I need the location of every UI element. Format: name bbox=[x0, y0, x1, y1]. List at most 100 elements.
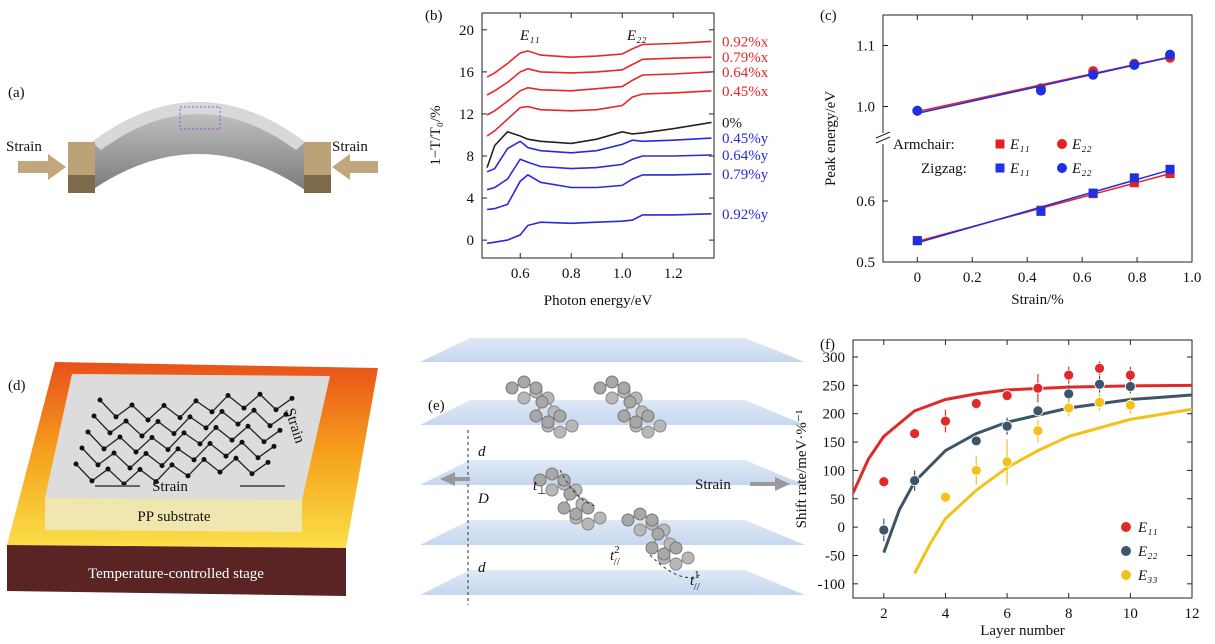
panel-label: (a) bbox=[8, 85, 25, 101]
atom bbox=[654, 420, 666, 432]
atom bbox=[554, 426, 566, 438]
legend-label: E₂₂ bbox=[1071, 137, 1092, 153]
x-tick-label: 0.2 bbox=[963, 270, 982, 286]
figure: (a) Strain Strain (d) Strain Strain PP s… bbox=[0, 0, 1215, 644]
panel-label: (e) bbox=[428, 398, 445, 414]
spectrum-line bbox=[487, 155, 711, 190]
atom bbox=[124, 419, 129, 424]
atom bbox=[652, 528, 664, 540]
strain-label: Strain bbox=[332, 139, 368, 155]
y-axis-label: Shift rate/meV·%⁻¹ bbox=[794, 410, 810, 529]
y-tick-label: 250 bbox=[823, 378, 846, 394]
point bbox=[1064, 389, 1074, 399]
x-tick-label: 0.6 bbox=[1073, 270, 1092, 286]
y-tick-label: 300 bbox=[823, 350, 846, 366]
atom bbox=[564, 488, 576, 500]
atom bbox=[210, 409, 215, 414]
point bbox=[910, 476, 920, 486]
x-tick-label: 1.0 bbox=[613, 266, 632, 282]
point bbox=[940, 416, 950, 426]
spacing-label: D bbox=[477, 491, 489, 507]
layer-plane bbox=[420, 520, 805, 545]
spacing-label: d bbox=[478, 444, 486, 460]
y-tick-label: 50 bbox=[830, 492, 845, 508]
atom bbox=[566, 420, 578, 432]
peak-annotation: E₂₂ bbox=[626, 28, 647, 44]
spectrum-line bbox=[487, 91, 711, 136]
atom bbox=[138, 467, 143, 472]
point bbox=[1089, 189, 1098, 198]
legend-marker bbox=[1057, 163, 1067, 173]
y-tick-label: 150 bbox=[823, 435, 846, 451]
strain-arrow bbox=[332, 154, 378, 180]
series-label: 0.79%y bbox=[722, 167, 769, 183]
atom bbox=[554, 410, 566, 422]
point bbox=[1165, 50, 1175, 60]
point bbox=[1064, 370, 1074, 380]
legend-label: E₁₁ bbox=[1137, 520, 1158, 536]
legend-label: E₃₃ bbox=[1137, 568, 1158, 584]
strain-label: Strain bbox=[152, 479, 188, 495]
atom bbox=[220, 409, 225, 414]
atom bbox=[218, 470, 223, 475]
layer-plane bbox=[420, 460, 805, 485]
x-tick-label: 1.0 bbox=[1183, 270, 1202, 286]
atom bbox=[582, 518, 594, 530]
peak-annotation: E₁₁ bbox=[519, 28, 540, 44]
x-tick-label: 8 bbox=[1065, 606, 1073, 622]
atom bbox=[250, 471, 255, 476]
atom bbox=[530, 410, 542, 422]
atom bbox=[192, 457, 197, 462]
subscript: ⊥ bbox=[537, 485, 547, 497]
atom bbox=[160, 463, 165, 468]
panel-a: (a) Strain Strain bbox=[6, 85, 378, 193]
atom bbox=[266, 460, 271, 465]
atom bbox=[114, 414, 119, 419]
strain-label: Strain bbox=[6, 139, 42, 155]
series-label: 0.45%y bbox=[722, 131, 769, 147]
atom bbox=[642, 410, 654, 422]
panel-e: (e) d D d Strain t⊥t2//t1// bbox=[420, 338, 805, 605]
x-tick-label: 0.8 bbox=[562, 266, 581, 282]
panel-label: (b) bbox=[425, 8, 443, 24]
atom bbox=[166, 447, 171, 452]
atom bbox=[278, 428, 283, 433]
x-tick-label: 12 bbox=[1185, 606, 1200, 622]
atom bbox=[170, 462, 175, 467]
atom bbox=[74, 462, 79, 467]
point bbox=[940, 492, 950, 502]
atom bbox=[92, 414, 97, 419]
atom bbox=[606, 376, 618, 388]
atom bbox=[102, 446, 107, 451]
y-tick-label: -50 bbox=[825, 548, 845, 564]
atom bbox=[558, 502, 570, 514]
legend-label: E₁₁ bbox=[1009, 137, 1030, 153]
atom bbox=[646, 514, 658, 526]
atom bbox=[80, 446, 85, 451]
y-tick-label: 200 bbox=[823, 407, 846, 423]
x-tick-label: 6 bbox=[1003, 606, 1011, 622]
point bbox=[1166, 165, 1175, 174]
point bbox=[1095, 363, 1105, 373]
atom bbox=[202, 457, 207, 462]
clamp bbox=[304, 175, 331, 193]
x-tick-label: 0 bbox=[914, 270, 922, 286]
y-axis-label: 1−T/T₀/% bbox=[428, 105, 444, 165]
atom bbox=[630, 416, 642, 428]
atom bbox=[162, 403, 167, 408]
bent-substrate bbox=[92, 102, 305, 190]
series-label: 0.64%y bbox=[722, 148, 769, 164]
subscript: // bbox=[694, 581, 701, 593]
spacing-label: d bbox=[478, 560, 486, 576]
strain-label: Strain bbox=[695, 477, 731, 493]
y-tick-label: 100 bbox=[823, 463, 846, 479]
panel-label: (d) bbox=[8, 378, 26, 394]
atom bbox=[96, 462, 101, 467]
point bbox=[1002, 457, 1012, 467]
x-axis-label: Photon energy/eV bbox=[544, 293, 653, 309]
atom bbox=[90, 478, 95, 483]
point bbox=[1033, 383, 1043, 393]
y-tick-label: 1.1 bbox=[856, 39, 875, 55]
point bbox=[1125, 400, 1135, 410]
atom bbox=[258, 392, 263, 397]
